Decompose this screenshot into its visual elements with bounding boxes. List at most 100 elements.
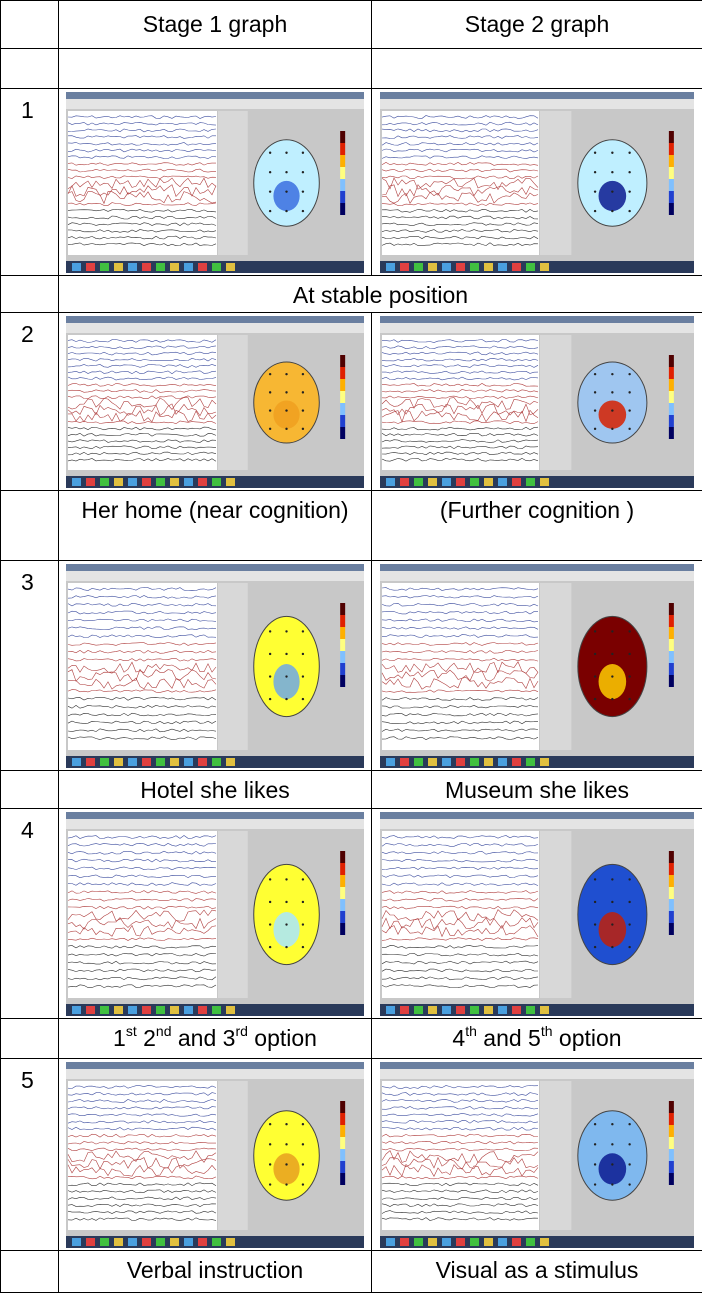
eeg-screenshot [66, 92, 364, 273]
color-bar [669, 651, 674, 663]
task-icon [442, 263, 451, 271]
electrode [611, 391, 613, 393]
task-icon [414, 478, 423, 486]
color-bar [340, 603, 345, 615]
image-row: 3 [1, 561, 702, 771]
electrode [594, 391, 596, 393]
color-bar [669, 167, 674, 179]
color-bar [340, 367, 345, 379]
header-cell: Stage 2 graph [372, 1, 702, 49]
caption-text: 4 [452, 1025, 465, 1051]
electrode [594, 630, 596, 632]
task-icon [212, 478, 221, 486]
electrode [285, 1123, 287, 1125]
electrode [269, 1143, 271, 1145]
task-icon [226, 758, 235, 766]
task-icon [198, 758, 207, 766]
row-number: 4 [1, 809, 59, 1019]
color-bar [340, 427, 345, 439]
color-bar [669, 415, 674, 427]
trace-area [382, 583, 539, 750]
color-bar [669, 203, 674, 215]
task-icon [156, 1006, 165, 1014]
image-cell [59, 809, 372, 1019]
head-activity [273, 181, 299, 211]
electrode [628, 675, 630, 677]
task-icon [526, 478, 535, 486]
electrode [611, 698, 613, 700]
task-icon [212, 758, 221, 766]
task-icon [156, 478, 165, 486]
electrode [302, 391, 304, 393]
task-icon [498, 1006, 507, 1014]
task-icon [114, 1006, 123, 1014]
row-number: 5 [1, 1059, 59, 1251]
taskbar [380, 756, 694, 768]
electrode [594, 171, 596, 173]
eeg-screenshot [380, 92, 694, 273]
electrode [302, 210, 304, 212]
caption-text: Visual as a stimulus [436, 1257, 639, 1283]
electrode [628, 152, 630, 154]
color-bar [340, 203, 345, 215]
task-icon [540, 758, 549, 766]
color-bar [340, 1173, 345, 1185]
task-icon [86, 263, 95, 271]
task-icon [72, 1238, 81, 1246]
empty-cell [1, 1019, 59, 1059]
caption-cell: 4th and 5th option [372, 1019, 702, 1059]
electrode [285, 901, 287, 903]
color-bar [340, 131, 345, 143]
task-icon [212, 263, 221, 271]
electrode [594, 878, 596, 880]
electrode [611, 946, 613, 948]
task-icon [414, 1238, 423, 1246]
caption-text: Hotel she likes [140, 777, 290, 803]
task-icon [498, 478, 507, 486]
electrode [302, 1143, 304, 1145]
toolbar [380, 99, 694, 109]
color-bar [340, 875, 345, 887]
color-bar [340, 663, 345, 675]
task-icon [400, 1006, 409, 1014]
task-icon [470, 758, 479, 766]
color-bar [340, 615, 345, 627]
task-icon [484, 1238, 493, 1246]
caption-text: Verbal instruction [127, 1257, 303, 1283]
title-bar [380, 92, 694, 99]
caption-cell: At stable position [59, 276, 702, 313]
caption-text: (Further cognition ) [440, 497, 634, 523]
task-icon [456, 1006, 465, 1014]
color-bar [669, 603, 674, 615]
electrode [611, 675, 613, 677]
electrode [611, 630, 613, 632]
task-icon [226, 1238, 235, 1246]
electrode [285, 653, 287, 655]
electrode [285, 409, 287, 411]
caption-row: Her home (near cognition)(Further cognit… [1, 491, 702, 561]
task-icon [100, 1006, 109, 1014]
caption-text: 1 [113, 1025, 126, 1051]
row-number: 1 [1, 89, 59, 276]
caption-text: At stable position [293, 282, 468, 308]
empty-cell [1, 276, 59, 313]
task-icon [184, 1238, 193, 1246]
task-icon [470, 478, 479, 486]
task-icon [456, 263, 465, 271]
task-icon [100, 263, 109, 271]
electrode [269, 210, 271, 212]
task-icon [184, 263, 193, 271]
color-bar [669, 143, 674, 155]
color-bar [669, 615, 674, 627]
image-cell [59, 313, 372, 491]
electrode [611, 409, 613, 411]
caption-cell: Verbal instruction [59, 1251, 372, 1293]
task-icon [470, 1238, 479, 1246]
task-icon [428, 478, 437, 486]
head-activity [599, 181, 627, 211]
color-bar [669, 1161, 674, 1173]
title-bar [66, 812, 364, 819]
electrode [269, 901, 271, 903]
image-cell [372, 809, 702, 1019]
